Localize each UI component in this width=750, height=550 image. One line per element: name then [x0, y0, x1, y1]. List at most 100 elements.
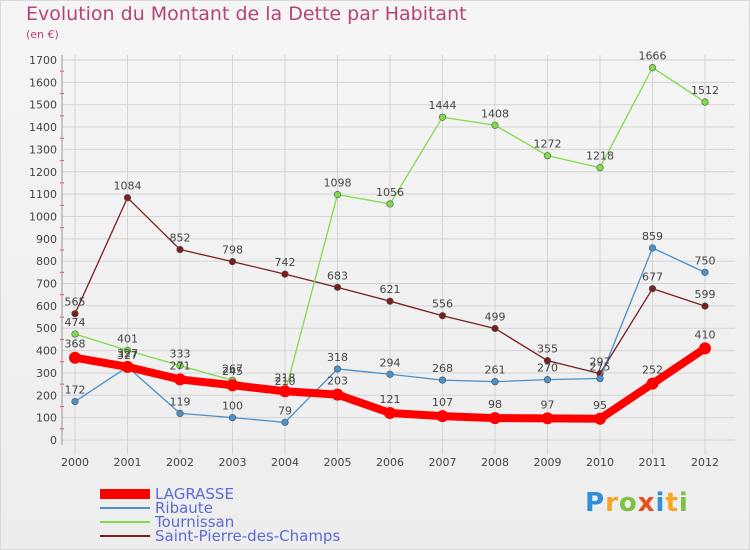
data-label: 271	[170, 359, 191, 372]
data-point	[333, 190, 342, 199]
legend-label: LAGRASSE	[155, 484, 234, 503]
x-tick-label: 2002	[166, 456, 194, 469]
data-point	[701, 98, 709, 106]
x-tick-label: 2011	[639, 456, 667, 469]
data-point	[176, 409, 184, 418]
data-point	[438, 376, 447, 384]
data-point	[333, 365, 342, 373]
data-label: 1056	[376, 186, 404, 199]
data-label: 474	[65, 316, 86, 329]
data-point	[489, 412, 501, 425]
logo-letter: t	[665, 488, 679, 518]
data-point	[279, 385, 291, 398]
data-point	[174, 373, 186, 386]
data-label: 121	[380, 393, 401, 406]
x-tick-label: 2010	[586, 456, 614, 469]
logo-letter: i	[655, 488, 666, 518]
data-label: 859	[642, 230, 663, 243]
x-tick-label: 2005	[324, 456, 352, 469]
y-tick-label: 1600	[29, 76, 57, 89]
data-label: 294	[380, 356, 401, 369]
data-point	[69, 351, 81, 364]
data-point	[123, 194, 132, 202]
y-tick-label: 1200	[29, 166, 57, 179]
data-label: 107	[432, 396, 453, 409]
data-point	[543, 152, 552, 160]
chart-subtitle: (en €)	[26, 28, 59, 41]
legend-entry: LAGRASSE	[100, 484, 234, 503]
data-label: 275	[590, 361, 611, 374]
data-label: 252	[642, 364, 663, 377]
data-point	[491, 121, 499, 129]
data-label: 100	[222, 400, 243, 413]
data-label: 95	[593, 399, 607, 412]
data-label: 1084	[114, 180, 142, 193]
y-tick-label: 1000	[29, 210, 57, 223]
data-label: 683	[327, 269, 348, 282]
legend-swatch	[100, 520, 150, 523]
data-label: 218	[275, 371, 296, 384]
legend-swatch	[100, 506, 150, 509]
y-tick-label: 800	[36, 255, 57, 268]
data-point	[541, 412, 554, 425]
data-point	[386, 297, 394, 305]
legend-entry: Tournissan	[100, 513, 234, 531]
data-point	[491, 324, 499, 333]
data-label: 1218	[586, 150, 614, 163]
x-tick-label: 2008	[481, 456, 509, 469]
y-tick-label: 600	[36, 300, 57, 313]
data-label: 798	[222, 244, 243, 257]
data-point	[176, 245, 184, 254]
data-point	[331, 388, 344, 401]
data-label: 677	[642, 271, 663, 284]
data-label: 79	[278, 404, 292, 417]
chart-title: Evolution du Montant de la Dette par Hab…	[26, 3, 467, 25]
data-label: 565	[65, 296, 86, 309]
data-label: 172	[65, 384, 86, 397]
legend-label: Ribaute	[155, 498, 213, 517]
y-tick-label: 1700	[29, 54, 57, 67]
data-label: 368	[65, 338, 86, 351]
data-point	[228, 258, 237, 266]
data-point	[648, 63, 657, 72]
x-tick-label: 2004	[271, 456, 299, 469]
data-label: 742	[275, 256, 296, 269]
data-point	[333, 283, 342, 291]
y-tick-label: 100	[36, 412, 57, 425]
y-tick-label: 200	[36, 389, 57, 402]
y-tick-label: 1400	[29, 121, 57, 134]
legend-swatch	[100, 534, 150, 537]
y-tick-label: 1300	[29, 143, 57, 156]
data-label: 1098	[324, 177, 352, 190]
data-label: 267	[222, 362, 243, 375]
y-tick-label: 700	[36, 278, 57, 291]
data-point	[281, 418, 289, 426]
data-label: 210	[275, 375, 296, 388]
data-label: 355	[537, 343, 558, 356]
data-label: 245	[222, 365, 243, 378]
y-tick-label: 0	[50, 434, 57, 447]
data-point	[699, 342, 711, 355]
data-point	[226, 379, 239, 392]
data-label: 499	[485, 310, 506, 323]
data-point	[594, 412, 606, 425]
legend-entry: Ribaute	[100, 498, 213, 517]
legend-swatch	[100, 488, 150, 499]
data-label: 327	[117, 347, 138, 360]
data-point	[71, 397, 79, 406]
legend-entry: Saint-Pierre-des-Champs	[100, 527, 340, 545]
x-tick-label: 2000	[61, 456, 89, 469]
data-point	[386, 370, 394, 378]
x-tick-label: 2003	[219, 456, 247, 469]
data-label: 556	[432, 298, 453, 311]
logo-letter: i	[678, 488, 689, 518]
data-point	[123, 346, 132, 354]
data-point	[121, 360, 134, 373]
data-point	[386, 200, 394, 208]
data-point	[438, 113, 447, 121]
data-point	[176, 361, 184, 370]
data-point	[71, 310, 79, 318]
data-label: 750	[695, 254, 716, 267]
data-label: 599	[695, 288, 716, 301]
data-label: 203	[327, 375, 348, 388]
